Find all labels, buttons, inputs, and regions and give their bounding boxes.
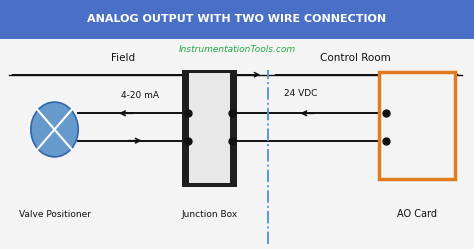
Bar (379, 72, 455, 179)
Bar (0, 0, 474, 39)
Text: CH -: CH - (393, 136, 412, 145)
Bar (189, 73, 230, 183)
Bar (182, 70, 237, 187)
Text: CH +: CH + (393, 109, 417, 118)
Ellipse shape (31, 102, 78, 157)
Text: Junction Box: Junction Box (182, 210, 238, 219)
Text: ANALOG OUTPUT WITH TWO WIRE CONNECTION: ANALOG OUTPUT WITH TWO WIRE CONNECTION (87, 14, 387, 24)
Text: Control Room: Control Room (320, 54, 391, 63)
Text: 24 VDC: 24 VDC (284, 89, 318, 98)
Text: AO Card: AO Card (397, 209, 437, 219)
Text: InstrumentationTools.com: InstrumentationTools.com (178, 45, 296, 54)
Text: Field: Field (111, 54, 135, 63)
Text: 4-20 mA: 4-20 mA (121, 91, 159, 100)
Text: Valve Positioner: Valve Positioner (18, 210, 91, 219)
